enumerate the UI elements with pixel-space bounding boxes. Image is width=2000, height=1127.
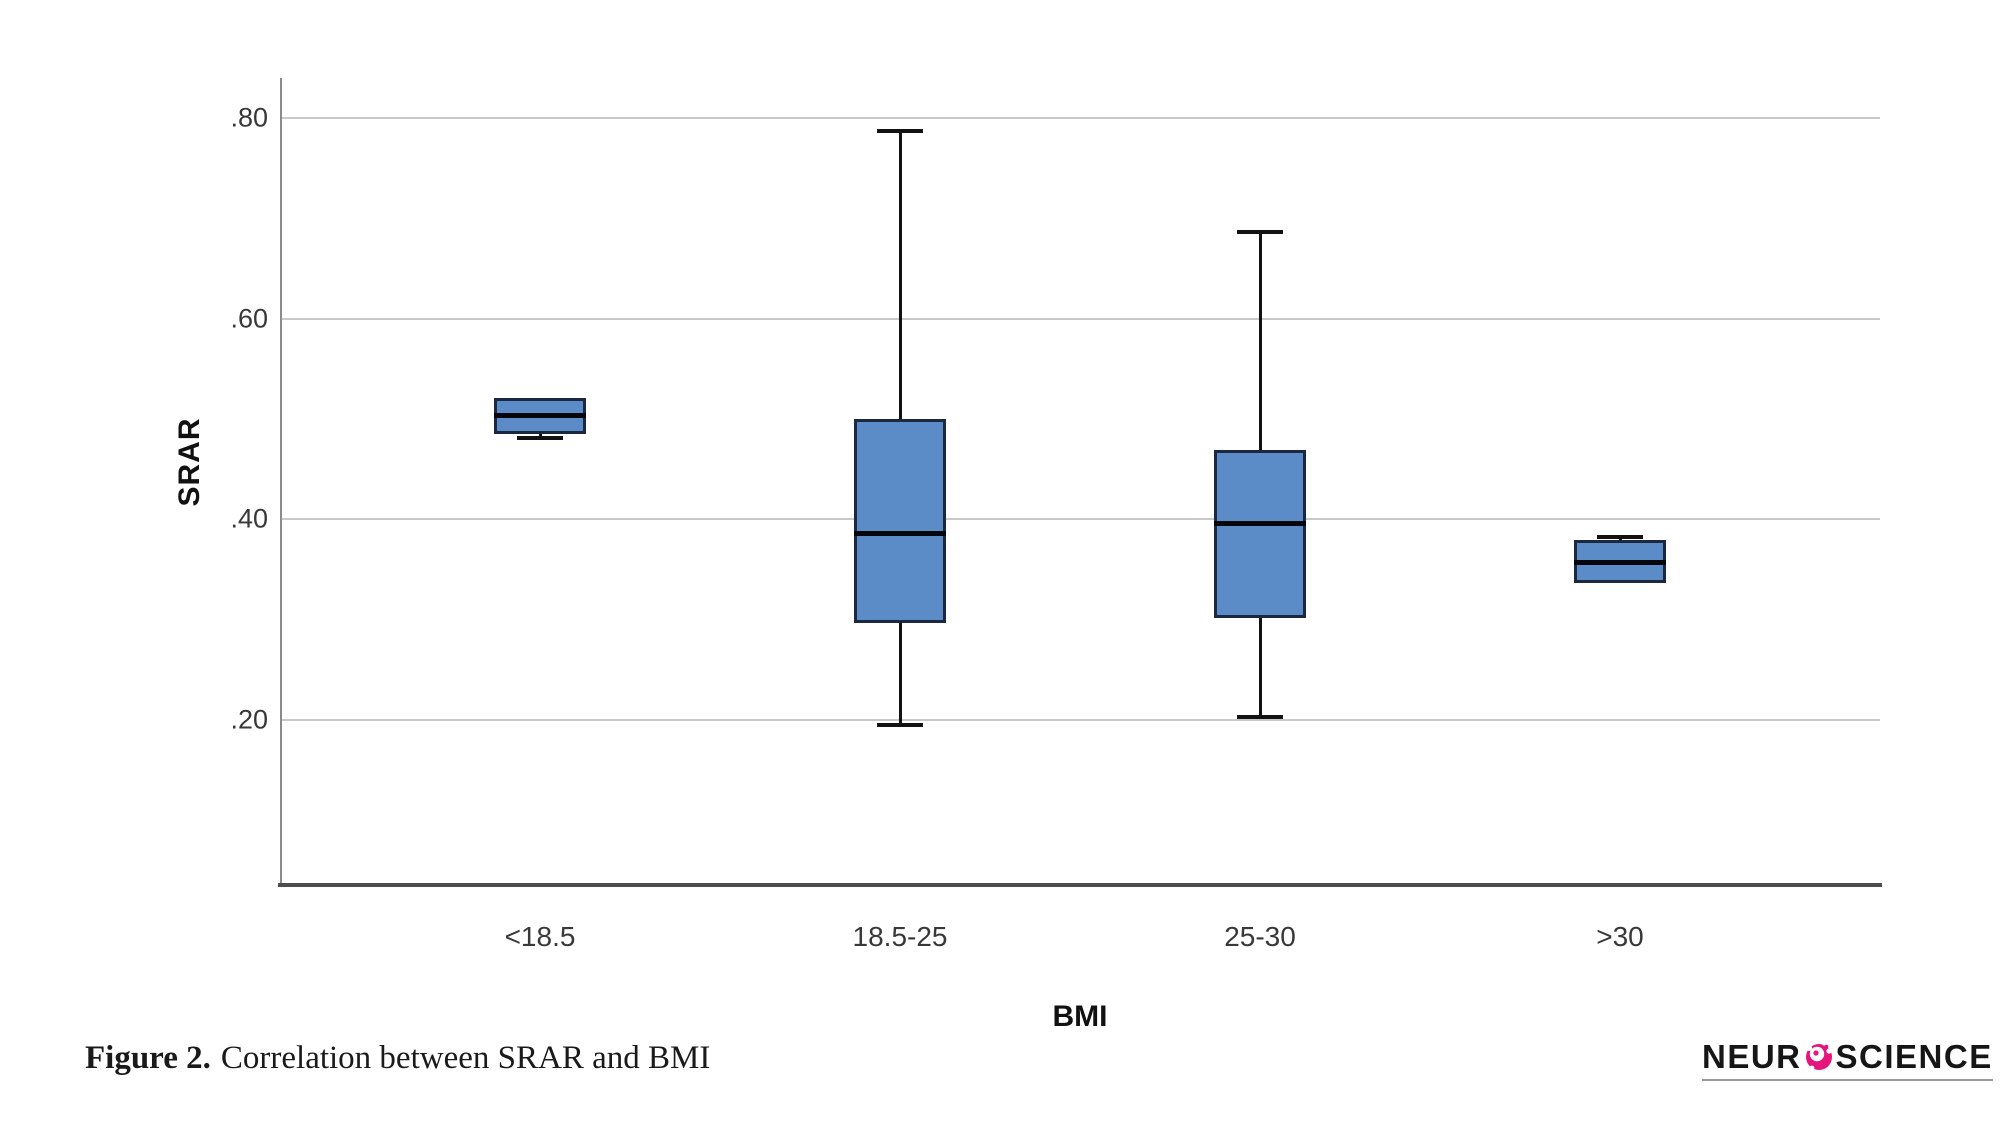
gridline (280, 518, 1880, 520)
gridline (280, 318, 1880, 320)
cell-icon (1805, 1041, 1832, 1070)
upper-whisker-line (1259, 232, 1262, 450)
median-line (1574, 560, 1666, 565)
gridline (280, 117, 1880, 119)
y-tick-label: .60 (230, 303, 268, 334)
neuroscience-logo: NEUR SCIENCE (1702, 1040, 1993, 1081)
upper-whisker-cap (1597, 535, 1643, 539)
logo-text-suffix: SCIENCE (1835, 1038, 1993, 1075)
upper-whisker-cap (877, 129, 923, 133)
median-line (494, 413, 586, 418)
x-tick-label: >30 (1596, 921, 1644, 952)
y-tick-label: .20 (230, 704, 268, 735)
median-line (854, 531, 946, 536)
x-axis-line (278, 883, 1882, 887)
y-tick-label: .80 (230, 102, 268, 133)
figure-caption: Figure 2. Correlation between SRAR and BM… (85, 1040, 710, 1077)
lower-whisker-line (899, 623, 902, 725)
median-line (1214, 521, 1306, 526)
box (854, 419, 946, 623)
x-tick-label: 25-30 (1224, 921, 1296, 952)
logo-text-prefix: NEUR (1702, 1038, 1802, 1075)
x-axis-title: BMI (1052, 1000, 1108, 1033)
figure-caption-text: Correlation between SRAR and BMI (220, 1040, 711, 1076)
upper-whisker-line (899, 131, 902, 419)
lower-whisker-cap (877, 723, 923, 727)
box (1214, 450, 1306, 618)
y-axis-line (280, 78, 282, 885)
lower-whisker-cap (517, 436, 563, 440)
y-axis-title: SRAR (173, 417, 206, 507)
x-tick-label: <18.5 (504, 921, 576, 952)
lower-whisker-line (1259, 618, 1262, 717)
lower-whisker-cap (1237, 715, 1283, 719)
figure-caption-label: Figure 2. (85, 1040, 211, 1076)
x-tick-label: 18.5-25 (852, 921, 948, 952)
y-tick-label: .40 (230, 503, 268, 534)
upper-whisker-cap (1237, 230, 1283, 234)
gridline (280, 719, 1880, 721)
